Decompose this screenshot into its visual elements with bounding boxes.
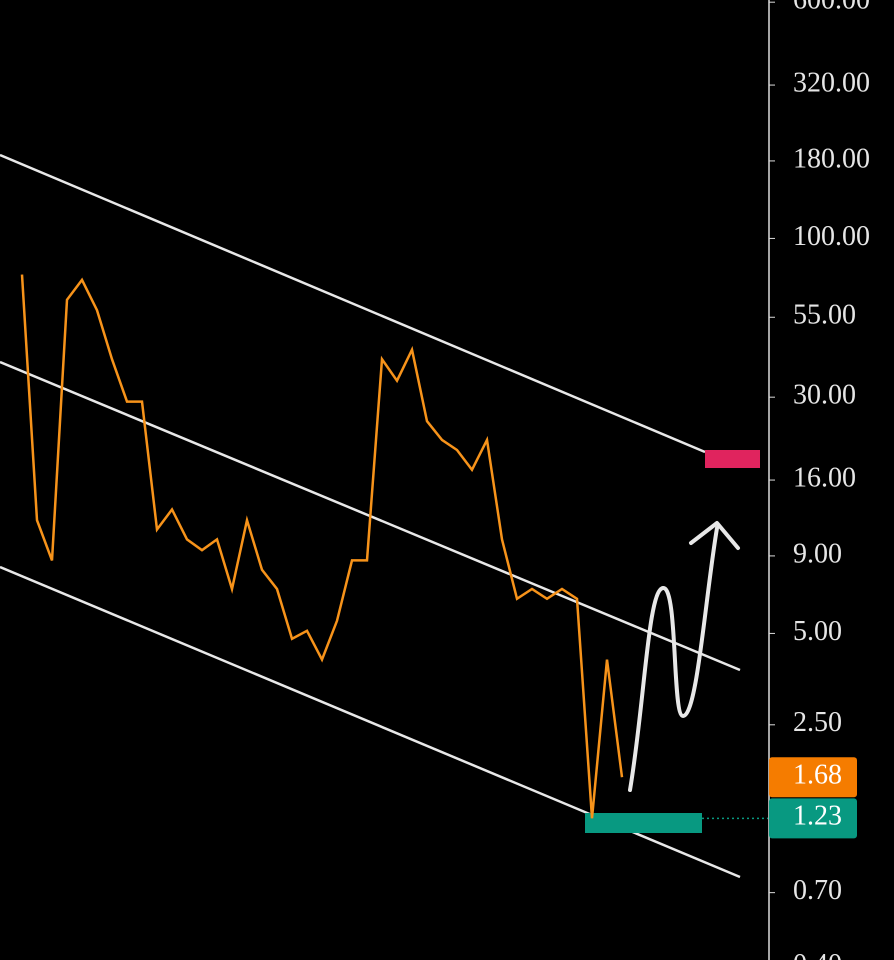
price-badge-label: 1.68 <box>793 760 842 791</box>
price-badge-label: 1.23 <box>793 801 842 832</box>
y-tick-label: 180.00 <box>793 143 870 174</box>
plot-area <box>0 153 760 879</box>
y-tick-label: 16.00 <box>793 462 856 493</box>
y-tick-label: 30.00 <box>793 380 856 411</box>
y-tick-label: 5.00 <box>793 616 842 647</box>
price-badge <box>769 757 857 798</box>
y-tick-label: 600.00 <box>793 0 870 16</box>
target-zone <box>705 450 760 468</box>
y-tick-label: 9.00 <box>793 538 842 569</box>
support-zone <box>585 813 702 833</box>
y-tick-label: 55.00 <box>793 300 856 331</box>
y-tick-label: 0.40 <box>793 949 842 960</box>
y-tick-label: 0.70 <box>793 875 842 906</box>
forecast-arrowhead <box>689 521 740 550</box>
y-tick-label: 320.00 <box>793 67 870 98</box>
price-line <box>20 274 624 819</box>
forecast-arrow <box>628 526 719 792</box>
price-badge <box>769 798 857 839</box>
channel-upper <box>0 153 706 454</box>
y-tick-label: 2.50 <box>793 707 842 738</box>
y-tick-label: 100.00 <box>793 221 870 252</box>
